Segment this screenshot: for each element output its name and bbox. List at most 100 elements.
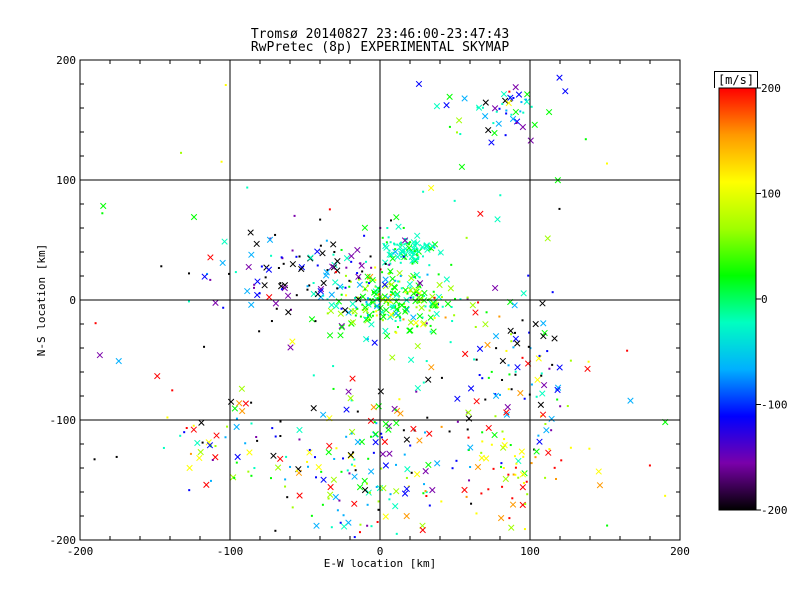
data-point [377, 287, 380, 290]
data-point [368, 314, 371, 317]
data-point [414, 275, 417, 278]
data-point [515, 462, 518, 465]
data-point [519, 484, 527, 491]
data-point [514, 370, 517, 373]
data-point [387, 303, 390, 306]
data-point [626, 349, 629, 352]
colorbar-unit-label: [m/s] [714, 71, 758, 88]
data-point [473, 398, 480, 405]
data-point [481, 440, 484, 443]
chart-title: Tromsø 20140827 23:46:00-23:47:43 [250, 27, 510, 42]
data-point [566, 405, 569, 408]
data-point [388, 311, 395, 318]
data-point [381, 438, 389, 445]
data-point [492, 332, 500, 340]
data-point [507, 327, 514, 334]
data-point [371, 314, 374, 317]
data-point [306, 449, 313, 456]
data-point [340, 307, 343, 310]
data-point [412, 297, 419, 305]
data-point [482, 99, 489, 106]
data-point [517, 476, 520, 479]
data-point [481, 113, 489, 120]
data-point [350, 399, 353, 402]
data-point [355, 306, 358, 309]
data-point [403, 250, 406, 253]
data-point [381, 271, 384, 274]
data-point [523, 98, 530, 105]
data-point [337, 332, 344, 339]
data-point [368, 298, 371, 301]
data-point [383, 243, 386, 246]
data-point [419, 526, 426, 534]
data-point [306, 460, 309, 463]
data-point [522, 481, 525, 484]
data-point [389, 305, 392, 308]
data-point [356, 272, 359, 275]
data-point [349, 300, 356, 308]
data-point [374, 279, 377, 282]
data-point [395, 298, 398, 301]
data-point [248, 301, 255, 308]
data-point [429, 330, 432, 333]
data-point [480, 451, 483, 454]
data-point [393, 419, 400, 427]
colorbar-tick-label: -200 [761, 504, 788, 517]
data-point [470, 502, 473, 505]
data-point [510, 333, 513, 336]
data-point [345, 294, 348, 297]
data-point [407, 243, 410, 246]
data-point [198, 419, 205, 426]
data-point [293, 214, 296, 217]
data-point [374, 266, 377, 269]
data-point [389, 219, 392, 222]
data-point [394, 253, 401, 261]
data-point [424, 305, 427, 308]
data-point [270, 320, 273, 323]
data-point [354, 297, 357, 300]
data-point [328, 301, 335, 309]
data-point [362, 336, 370, 343]
data-point [485, 126, 492, 134]
data-point [366, 503, 369, 506]
data-point [405, 242, 408, 245]
data-point [373, 421, 376, 424]
data-point [368, 491, 371, 494]
data-point [392, 248, 399, 255]
data-point [627, 397, 634, 404]
data-point [334, 271, 337, 274]
data-point [540, 374, 543, 377]
data-point [426, 430, 433, 437]
data-point [523, 528, 526, 531]
data-point [428, 309, 431, 312]
data-point [409, 296, 412, 299]
data-point [226, 425, 229, 428]
data-point [366, 338, 369, 341]
data-point [401, 490, 409, 497]
data-point [298, 255, 301, 258]
data-point [537, 434, 540, 437]
data-point [401, 237, 409, 244]
data-point [417, 296, 424, 303]
data-point [375, 314, 378, 317]
data-point [340, 293, 343, 296]
data-point [427, 184, 435, 192]
data-point [338, 324, 346, 331]
data-point [500, 90, 508, 98]
data-point [381, 236, 384, 239]
data-point [664, 494, 667, 497]
data-point [514, 364, 521, 371]
data-point [374, 305, 377, 308]
data-point [314, 320, 317, 323]
data-point [481, 377, 484, 380]
data-point [377, 293, 380, 296]
data-point [353, 536, 356, 539]
data-point [382, 327, 389, 335]
data-point [491, 105, 499, 112]
data-point [402, 226, 405, 229]
data-point [412, 296, 415, 299]
data-point [415, 247, 418, 250]
data-point [258, 292, 261, 295]
data-point [548, 415, 555, 423]
data-point [423, 324, 426, 327]
